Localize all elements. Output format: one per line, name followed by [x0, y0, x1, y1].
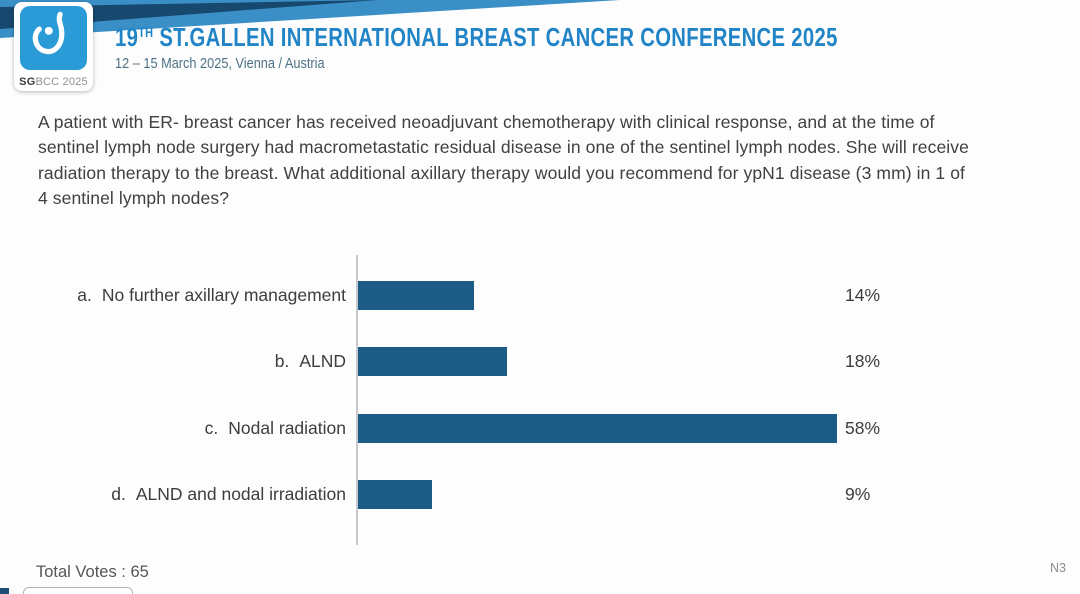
- chart-option-label: d. ALND and nodal irradiation: [0, 480, 346, 509]
- total-votes-label: Total Votes : 65: [36, 563, 149, 581]
- chart-row: d. ALND and nodal irradiation 9%: [0, 480, 1080, 509]
- conference-subtitle: 12 – 15 March 2025, Vienna / Austria: [115, 55, 362, 73]
- sgbcc-logo-square: [20, 6, 87, 70]
- chart-bar: [358, 414, 837, 443]
- chart-value-label: 9%: [845, 484, 871, 504]
- option-letter: b.: [274, 351, 290, 371]
- slide-code-label: N3: [1050, 561, 1066, 575]
- cutoff-button[interactable]: [23, 587, 133, 594]
- chart-option-label: b. ALND: [0, 347, 346, 376]
- chart-bar: [358, 347, 507, 376]
- logo-caption-rest: BCC 2025: [35, 76, 88, 88]
- sgbcc-breast-logo-icon: [28, 10, 80, 67]
- sgbcc-logo: SGBCC 2025: [14, 2, 93, 91]
- chart-bar: [358, 480, 433, 509]
- poll-bar-chart: a. No further axillary management 14% b. ALN…: [0, 255, 1080, 547]
- option-text: ALND and nodal irradiation: [135, 484, 346, 504]
- chart-row: b. ALND 18%: [0, 347, 1080, 376]
- sgbcc-logo-caption: SGBCC 2025: [14, 76, 93, 88]
- cutoff-edge-mark: [0, 588, 9, 594]
- title-ordinal-sup: TH: [138, 24, 154, 40]
- chart-bar: [358, 281, 474, 310]
- option-text: Nodal radiation: [228, 418, 346, 438]
- chart-option-label: a. No further axillary management: [0, 281, 346, 310]
- chart-option-label: c. Nodal radiation: [0, 414, 346, 443]
- option-letter: c.: [204, 418, 219, 438]
- option-text: ALND: [299, 351, 346, 371]
- chart-value-label: 18%: [845, 351, 881, 371]
- chart-row: a. No further axillary management 14%: [0, 281, 1080, 310]
- option-letter: a.: [77, 285, 92, 305]
- chart-value-label: 14%: [845, 285, 881, 305]
- chart-row: c. Nodal radiation 58%: [0, 414, 1080, 443]
- chart-value-label: 58%: [845, 418, 881, 438]
- title-text: ST.GALLEN INTERNATIONAL BREAST CANCER CO…: [153, 22, 838, 52]
- option-letter: d.: [111, 484, 126, 504]
- logo-caption-sg: SG: [19, 76, 36, 88]
- option-text: No further axillary management: [101, 285, 346, 305]
- conference-dates: 12 – 15 March 2025, Vienna / Austria: [115, 55, 325, 72]
- question-text: A patient with ER- breast cancer has rec…: [38, 112, 969, 208]
- conference-title: 19TH ST.GALLEN INTERNATIONAL BREAST CANC…: [115, 22, 1041, 53]
- chart-category-axis: [356, 255, 358, 545]
- title-number: 19: [115, 22, 139, 52]
